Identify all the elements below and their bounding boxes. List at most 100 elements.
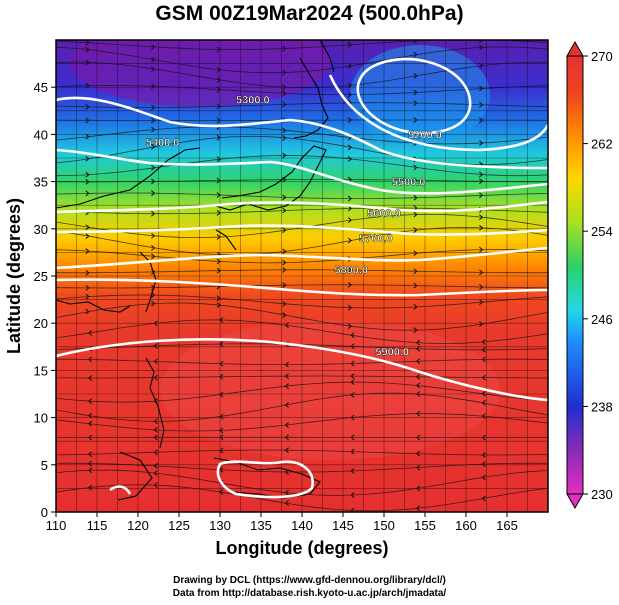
flow-arrow xyxy=(350,448,355,455)
streamline xyxy=(56,381,548,403)
flow-arrow xyxy=(347,82,352,89)
flow-arrow xyxy=(219,427,224,434)
streamline xyxy=(56,358,548,365)
contour-label: 5600.0 xyxy=(367,208,401,220)
flow-arrow xyxy=(347,195,352,202)
contour-label: 5300.0 xyxy=(236,94,270,106)
flow-arrow xyxy=(416,485,421,492)
flow-arrow xyxy=(413,51,418,58)
flow-arrow xyxy=(219,373,224,380)
flow-arrow xyxy=(151,244,156,251)
flow-arrow xyxy=(88,356,93,363)
flow-arrow xyxy=(282,45,287,52)
streamline xyxy=(56,375,548,379)
flow-arrow xyxy=(88,398,93,404)
streamline xyxy=(56,392,548,422)
flow-arrow xyxy=(282,259,287,266)
flow-arrow xyxy=(479,178,484,185)
credit-data: Data from http://database.rish.kyoto-u.a… xyxy=(172,588,447,599)
y-tick-label: 20 xyxy=(34,316,48,331)
flow-arrow xyxy=(151,104,156,111)
contour-line-5900 xyxy=(216,460,314,499)
flow-arrow xyxy=(284,447,289,454)
flow-arrow xyxy=(282,90,287,97)
colorbar-tick-label: 270 xyxy=(591,49,613,64)
contour-line-5400 xyxy=(56,148,548,195)
flow-arrow xyxy=(153,320,158,327)
flow-arrow xyxy=(219,489,224,495)
contour-line-5800 xyxy=(56,278,548,297)
flow-arrow xyxy=(347,62,352,69)
flow-arrow xyxy=(153,418,158,425)
flow-arrow xyxy=(479,299,484,306)
flow-arrow xyxy=(151,253,156,260)
y-tick-label: 30 xyxy=(34,222,48,237)
y-tick-label: 40 xyxy=(34,127,48,142)
flow-arrow xyxy=(481,356,486,363)
flow-arrow xyxy=(151,284,156,291)
flow-arrow xyxy=(216,234,221,240)
streamline xyxy=(56,192,548,199)
flow-arrow xyxy=(479,101,484,108)
flow-arrow xyxy=(85,285,90,291)
flow-arrow xyxy=(479,171,484,178)
contour-line-5500 xyxy=(56,200,548,214)
flow-arrow xyxy=(151,164,156,171)
flow-arrow xyxy=(416,434,421,441)
x-tick-label: 110 xyxy=(46,518,67,533)
flow-arrow xyxy=(416,358,421,365)
colorbar-tick-label: 262 xyxy=(591,137,613,152)
flow-arrow xyxy=(216,117,221,124)
flow-arrow xyxy=(350,392,355,398)
flow-arrow xyxy=(85,269,90,276)
streamline xyxy=(56,126,548,145)
flow-arrow xyxy=(347,281,352,288)
flow-arrow xyxy=(416,345,421,352)
flow-arrow xyxy=(413,164,418,171)
flow-arrow xyxy=(153,434,158,441)
flow-arrow xyxy=(151,56,156,63)
flow-arrow xyxy=(479,214,484,221)
x-tick-label: 160 xyxy=(455,518,477,533)
flow-arrow xyxy=(479,140,484,146)
flow-arrow xyxy=(350,332,355,339)
y-tick-label: 15 xyxy=(34,363,48,378)
x-axis-label: Longitude (degrees) xyxy=(215,538,388,558)
flow-arrow xyxy=(88,330,93,336)
contour-line-5600 xyxy=(56,224,548,236)
streamline xyxy=(56,102,548,108)
flow-arrow xyxy=(416,373,421,380)
y-axis-label: Latitude (degrees) xyxy=(4,198,24,354)
flow-arrow xyxy=(282,134,287,141)
flow-arrow xyxy=(85,103,90,110)
flow-arrow xyxy=(347,217,352,224)
flow-arrow xyxy=(282,152,287,159)
flow-arrow xyxy=(350,360,355,367)
flow-arrow xyxy=(416,391,421,397)
flow-arrow xyxy=(216,77,221,83)
flow-arrow xyxy=(151,143,156,150)
flow-arrow xyxy=(350,507,355,512)
flow-arrow xyxy=(85,133,90,140)
streamline xyxy=(56,284,548,289)
flow-arrow xyxy=(282,127,287,134)
y-tick-label: 45 xyxy=(34,80,48,95)
flow-arrow xyxy=(151,190,156,197)
flow-arrow xyxy=(216,134,221,141)
flow-arrow xyxy=(413,177,418,184)
flow-arrow xyxy=(350,414,355,421)
flow-arrow xyxy=(347,267,352,273)
streamline xyxy=(56,40,548,50)
flow-arrow xyxy=(479,117,484,123)
x-tick-label: 135 xyxy=(250,518,272,533)
flow-arrow xyxy=(282,282,287,289)
flow-arrow xyxy=(282,266,287,273)
flow-arrow xyxy=(347,323,352,330)
flow-arrow xyxy=(479,269,484,276)
flow-arrow xyxy=(284,489,289,496)
x-tick-label: 155 xyxy=(414,518,436,533)
flow-arrow xyxy=(479,246,484,253)
contour-label: 5900.0 xyxy=(375,347,409,359)
flow-arrow xyxy=(216,209,221,216)
